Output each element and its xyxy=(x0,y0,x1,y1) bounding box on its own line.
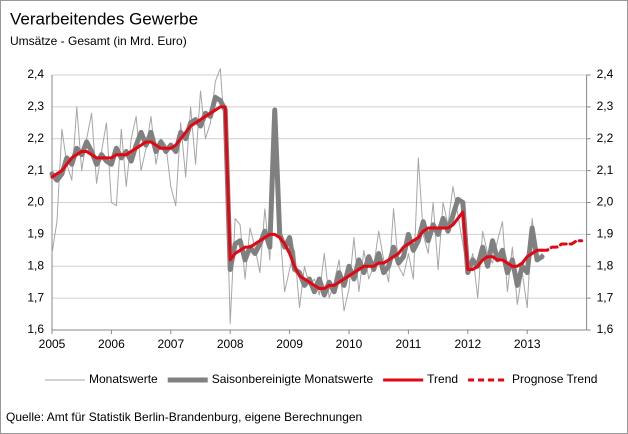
chart-subtitle: Umsätze - Gesamt (in Mrd. Euro) xyxy=(10,34,187,48)
y2-tick-label: 1,6 xyxy=(597,322,614,336)
x-tick-label: 2012 xyxy=(454,337,481,351)
x-tick-label: 2007 xyxy=(157,337,184,351)
source-note: Quelle: Amt für Statistik Berlin-Branden… xyxy=(6,410,362,424)
x-tick-label: 2009 xyxy=(276,337,303,351)
y-tick-label: 1,7 xyxy=(27,290,44,304)
y2-tick-label: 2,4 xyxy=(597,67,614,81)
legend-label: Prognose Trend xyxy=(512,372,597,386)
chart-title: Verarbeitendes Gewerbe xyxy=(10,9,198,28)
y2-tick-label: 2,1 xyxy=(597,163,614,177)
legend-label: Trend xyxy=(427,372,458,386)
x-tick-label: 2010 xyxy=(336,337,363,351)
y-tick-label: 2,0 xyxy=(27,195,44,209)
y-tick-label: 2,2 xyxy=(27,131,44,145)
y2-tick-label: 1,8 xyxy=(597,258,614,272)
x-tick-label: 2008 xyxy=(217,337,244,351)
legend-label: Monatswerte xyxy=(89,372,158,386)
y2-tick-label: 1,9 xyxy=(597,227,614,241)
series-line xyxy=(50,105,544,291)
series-line xyxy=(51,68,543,325)
y2-tick-label: 2,3 xyxy=(597,99,614,113)
series-line xyxy=(540,239,584,252)
x-tick-label: 2006 xyxy=(98,337,125,351)
y2-tick-label: 2,0 xyxy=(597,195,614,209)
x-tick-label: 2013 xyxy=(514,337,541,351)
y-tick-label: 1,8 xyxy=(27,258,44,272)
y-tick-label: 1,9 xyxy=(27,227,44,241)
y-tick-label: 1,6 xyxy=(27,322,44,336)
y-tick-label: 2,4 xyxy=(27,67,44,81)
y-tick-label: 2,3 xyxy=(27,99,44,113)
y2-tick-label: 2,2 xyxy=(597,131,614,145)
x-tick-label: 2011 xyxy=(395,337,421,351)
y-tick-label: 2,1 xyxy=(27,163,44,177)
x-tick-label: 2005 xyxy=(39,337,66,351)
legend-label: Saisonbereinigte Monatswerte xyxy=(212,372,374,386)
y2-tick-label: 1,7 xyxy=(597,290,614,304)
